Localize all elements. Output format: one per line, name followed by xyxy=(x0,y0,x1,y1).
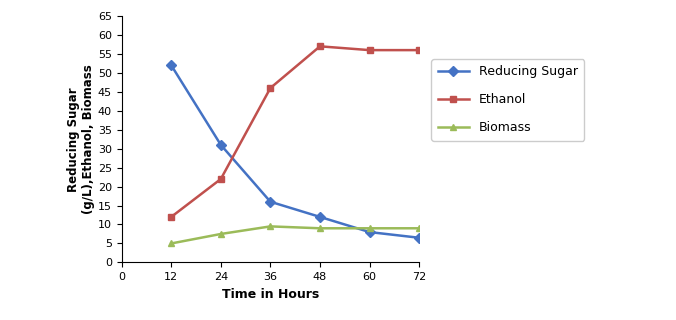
Ethanol xyxy=(266,86,274,90)
Reducing Sugar xyxy=(266,200,274,204)
Reducing Sugar xyxy=(217,143,225,147)
Y-axis label: Reducing Sugar
(g/L),Ethanol, Biomass: Reducing Sugar (g/L),Ethanol, Biomass xyxy=(67,64,95,214)
Legend: Reducing Sugar, Ethanol, Biomass: Reducing Sugar, Ethanol, Biomass xyxy=(431,59,584,141)
Ethanol xyxy=(167,215,175,219)
Ethanol xyxy=(366,48,374,52)
Reducing Sugar xyxy=(167,63,175,67)
Reducing Sugar xyxy=(415,236,423,240)
Ethanol xyxy=(415,48,423,52)
Biomass xyxy=(167,242,175,245)
Line: Biomass: Biomass xyxy=(168,223,422,247)
Biomass xyxy=(415,226,423,230)
X-axis label: Time in Hours: Time in Hours xyxy=(222,288,319,301)
Biomass xyxy=(217,232,225,236)
Reducing Sugar xyxy=(366,230,374,234)
Biomass xyxy=(266,224,274,228)
Line: Ethanol: Ethanol xyxy=(168,43,422,220)
Reducing Sugar xyxy=(316,215,324,219)
Ethanol xyxy=(316,44,324,48)
Biomass xyxy=(316,226,324,230)
Biomass xyxy=(366,226,374,230)
Ethanol xyxy=(217,177,225,181)
Line: Reducing Sugar: Reducing Sugar xyxy=(168,62,422,241)
